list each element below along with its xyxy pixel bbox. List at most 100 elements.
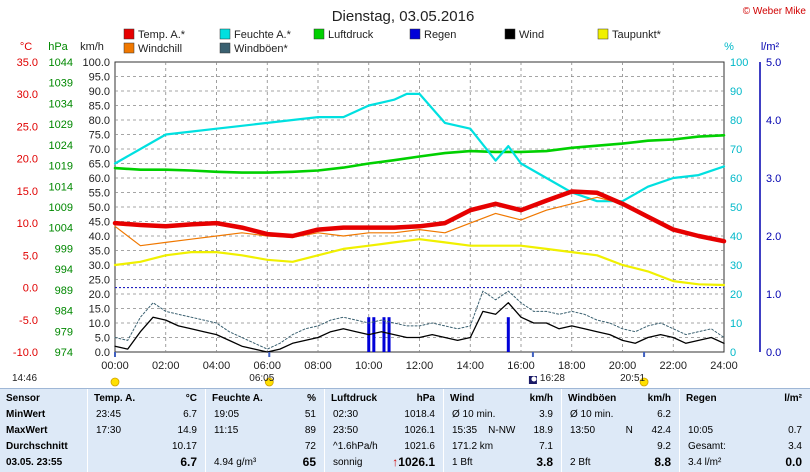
row-label-column: Sensor MinWert MaxWert Durchschnitt 03.0…	[0, 389, 88, 472]
stats-cell: 72	[206, 439, 324, 454]
legend-swatch	[597, 28, 609, 40]
series-line	[114, 302, 725, 353]
hpa-tick-label: 984	[55, 306, 73, 318]
celsius-tick-label: 30.0	[17, 89, 38, 101]
legend-item: Temp. A.*	[123, 28, 186, 41]
x-tick-label: 10:00	[355, 360, 383, 372]
stats-cell: Ø 10 min. 6.2	[562, 407, 679, 422]
rain-bar	[372, 317, 376, 352]
stats-cell-value: 65	[302, 455, 316, 469]
celsius-axis-unit: °C	[20, 41, 32, 53]
stats-cell: 3.4 l/m² 0.0	[680, 455, 810, 470]
legend: Temp. A.* Feuchte A.* Luftdruck Regen Wind Ta…	[123, 28, 662, 55]
kmh-tick-label: 80.0	[89, 115, 110, 127]
sunrise-icon: 14:46	[12, 352, 120, 387]
legend-swatch	[409, 28, 421, 40]
event-time-label: 20:51	[620, 373, 645, 384]
stats-cell: ^1.6hPa/h 1021.6	[325, 439, 443, 454]
lm2-tick-label: 4.0	[766, 115, 781, 127]
series-line	[114, 290, 725, 350]
legend-label: Temp. A.*	[138, 29, 186, 41]
stats-cell-value: 8.8	[654, 455, 671, 469]
stats-cell-value: 3.4	[788, 441, 802, 452]
column-title: Temp. A.	[94, 393, 136, 404]
pct-axis-unit: %	[724, 41, 734, 53]
stats-cell: 15:35 N-NW 18.9	[444, 423, 561, 438]
pct-tick-label: 70	[730, 144, 742, 156]
lm2-tick-label: 2.0	[766, 231, 781, 243]
stats-cell-value: 6.7	[183, 409, 197, 420]
rain-bar	[506, 317, 510, 352]
lm2-tick-label: 1.0	[766, 289, 781, 301]
legend-item: Windböen*	[219, 42, 289, 55]
x-tick-label: 16:00	[507, 360, 535, 372]
x-tick-label: 08:00	[304, 360, 332, 372]
stats-cell-note: ^1.6hPa/h	[333, 441, 378, 452]
lm2-tick-label: 3.0	[766, 173, 781, 185]
stats-cell-note: Gesamt:	[688, 441, 726, 452]
stats-cell-note: 02:30	[333, 409, 359, 420]
kmh-tick-label: 20.0	[89, 289, 110, 301]
axis-units: °C hPa km/h% l/m²	[20, 41, 780, 53]
stats-cell-note: 2 Bft	[570, 457, 591, 468]
column-unit: km/h	[647, 393, 671, 404]
stats-cell-note: Ø 10 min.	[570, 409, 614, 420]
stats-column: Wind km/h Ø 10 min. 3.9 15:35 N-NW 18.9 171.2 …	[444, 389, 562, 472]
stats-cell-value: 72	[304, 441, 316, 452]
event-time-label: 14:46	[12, 373, 37, 384]
legend-item: Feuchte A.*	[219, 28, 292, 41]
event-marker	[531, 352, 534, 357]
stats-cell: 19:05 51	[206, 407, 324, 422]
hpa-tick-label: 1014	[49, 181, 73, 193]
column-unit: °C	[185, 393, 197, 404]
stats-cell-value: 1021.6	[404, 441, 435, 452]
pct-tick-label: 50	[730, 202, 742, 214]
series-line	[113, 238, 726, 287]
sun-shape	[264, 377, 274, 387]
kmh-tick-label: 40.0	[89, 231, 110, 243]
column-header: Wind km/h	[444, 391, 561, 406]
stats-cell-note: 11:15	[214, 425, 239, 436]
column-unit: %	[307, 393, 316, 404]
stats-cell-note: 13:50 N	[570, 425, 633, 436]
event-marker	[268, 352, 271, 357]
legend-item: Wind	[504, 28, 544, 41]
pct-tick-label: 20	[730, 289, 742, 301]
legend-label: Luftdruck	[328, 29, 374, 41]
stats-cell: 171.2 km 7.1	[444, 439, 561, 454]
stats-column: Feuchte A.% 19:05 51 11:15 89 72 4.94 g/m³ 65	[206, 389, 325, 472]
stats-cell-value: 3.8	[536, 455, 553, 469]
lm2-axis-unit: l/m²	[761, 41, 780, 53]
stats-cell-value: 14.9	[177, 425, 197, 436]
kmh-axis-unit: km/h	[80, 41, 104, 53]
legend-swatch	[313, 28, 325, 40]
stats-column: Windböen km/h Ø 10 min. 6.2 13:50 N 42.4 9.2 2 …	[562, 389, 680, 472]
kmh-tick-label: 50.0	[89, 202, 110, 214]
copyright: © Weber Mike	[743, 6, 807, 17]
kmh-tick-label: 45.0	[89, 217, 110, 229]
pct-tick-label: 80	[730, 115, 742, 127]
stats-cell: 17:30 14.9	[88, 423, 205, 438]
x-tick-label: 06:00	[253, 360, 281, 372]
celsius-tick-label: 15.0	[17, 186, 38, 198]
kmh-tick-label: 95.0	[89, 72, 110, 84]
hpa-tick-label: 1039	[49, 78, 73, 90]
stats-cell: 10:05 0.7	[680, 423, 810, 438]
stats-cell-value: 7.1	[539, 441, 553, 452]
celsius-tick-label: 25.0	[17, 121, 38, 133]
stats-cell-note: 3.4 l/m²	[688, 457, 722, 468]
kmh-tick-label: 90.0	[89, 86, 110, 98]
kmh-tick-label: 10.0	[89, 318, 110, 330]
x-tick-label: 22:00	[659, 360, 687, 372]
stats-cell-value: 51	[304, 409, 316, 420]
hpa-tick-label: 1029	[49, 119, 73, 131]
kmh-tick-label: 100.0	[82, 57, 110, 69]
stats-cell-number: 1026.1	[398, 455, 435, 469]
sun-icon: 06:05	[249, 352, 275, 387]
event-marker	[643, 352, 646, 357]
x-tick-label: 12:00	[406, 360, 434, 372]
stats-cell-value: 1018.4	[404, 409, 435, 420]
event-time-label: 16:28	[540, 373, 565, 384]
kmh-tick-label: 65.0	[89, 159, 110, 171]
legend-label: Taupunkt*	[612, 29, 662, 41]
